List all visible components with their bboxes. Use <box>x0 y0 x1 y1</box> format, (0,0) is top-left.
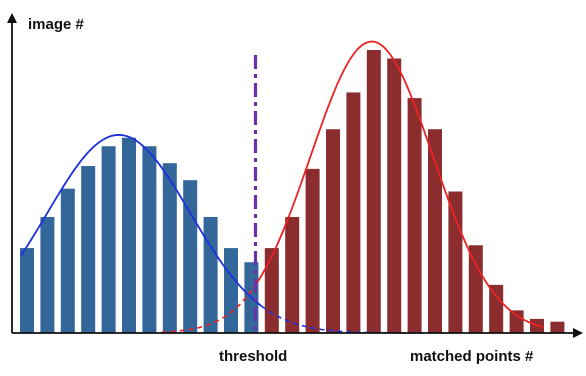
fit-curve-series-2-solid <box>252 40 544 329</box>
bar-series-2-10 <box>448 191 463 333</box>
bar-series-2-15 <box>550 321 565 333</box>
bar-series-2-2 <box>285 216 300 333</box>
bar-series-1-6 <box>122 137 136 333</box>
bar-series-1-10 <box>203 216 218 333</box>
bar-series-1-5 <box>101 146 116 333</box>
bar-series-1-7 <box>142 146 157 333</box>
fit-curve-series-1-solid <box>20 134 263 307</box>
bar-series-1-4 <box>81 166 96 333</box>
y-axis-label: image # <box>28 16 85 33</box>
curves-layer <box>20 40 544 334</box>
bar-series-2-1 <box>264 248 279 333</box>
fit-curve-series-2-dashed <box>161 287 255 333</box>
bar-series-1-3 <box>60 188 75 333</box>
bar-series-2-6 <box>366 50 381 333</box>
x-axis-label: matched points # <box>410 348 534 365</box>
bar-series-2-11 <box>468 245 483 333</box>
bar-series-1-1 <box>20 248 34 333</box>
bar-series-1-8 <box>162 163 177 333</box>
bar-series-2-13 <box>509 310 524 333</box>
bar-series-2-3 <box>305 168 320 333</box>
bar-series-2-8 <box>407 98 422 333</box>
bars-layer <box>20 50 565 334</box>
threshold-label: threshold <box>219 348 287 365</box>
bar-series-2-12 <box>489 284 504 333</box>
bar-series-2-7 <box>387 58 402 334</box>
bar-series-2-9 <box>428 129 442 333</box>
bar-series-1-11 <box>224 248 238 333</box>
bar-series-1-2 <box>40 216 55 333</box>
bar-series-2-5 <box>346 92 361 333</box>
bar-series-2-4 <box>326 129 340 333</box>
fit-curve-series-1-dashed <box>261 305 427 334</box>
